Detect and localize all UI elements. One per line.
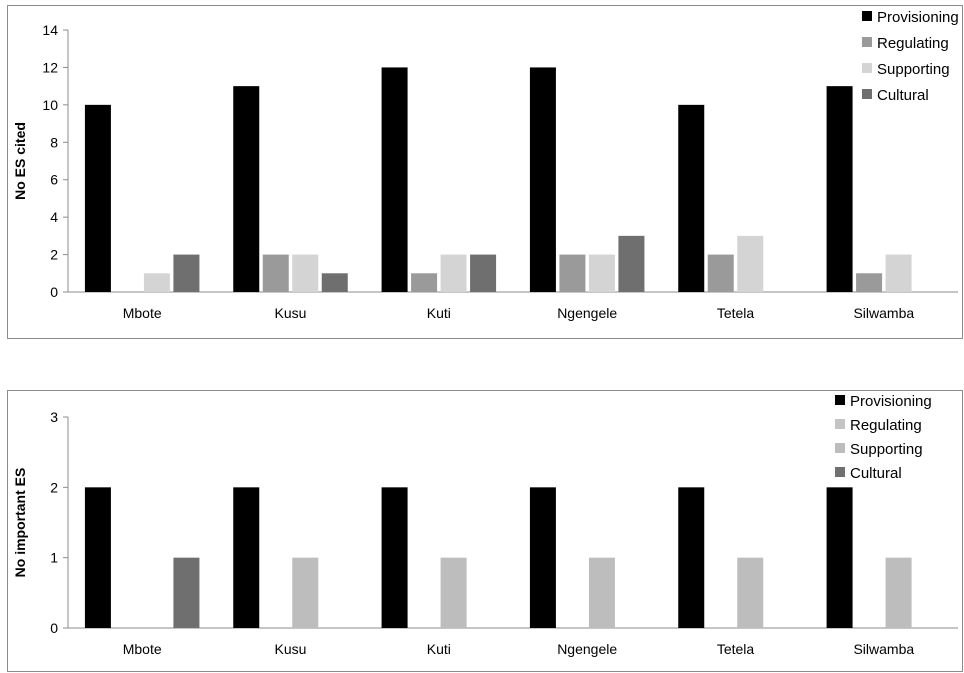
bar-cultural-kuti — [470, 254, 497, 292]
bar-provisioning-kusu — [233, 86, 260, 293]
y-tick-label: 0 — [50, 284, 58, 300]
x-tick-label: Tetela — [717, 305, 755, 321]
y-tick-label: 6 — [50, 172, 58, 188]
bar-provisioning-kusu — [233, 487, 260, 628]
x-tick-label: Silwamba — [853, 641, 914, 657]
y-tick-label: 3 — [50, 409, 58, 425]
y-tick-label: 14 — [42, 22, 58, 38]
bar-provisioning-silwamba — [826, 487, 853, 628]
x-tick-label: Mbote — [123, 641, 162, 657]
y-tick-label: 12 — [42, 59, 58, 75]
bar-supporting-kusu — [292, 254, 319, 292]
bar-provisioning-ngengele — [529, 487, 556, 628]
bar-supporting-tetela — [737, 235, 764, 292]
legend-label-regulating: Regulating — [877, 35, 949, 52]
legend-label-supporting: Supporting — [877, 61, 950, 78]
bar-provisioning-silwamba — [826, 86, 853, 293]
legend-label-cultural: Cultural — [850, 465, 902, 482]
legend-label-cultural: Cultural — [877, 87, 929, 104]
bar-supporting-kuti — [440, 557, 467, 628]
bar-provisioning-tetela — [678, 104, 705, 292]
x-tick-label: Kuti — [427, 305, 451, 321]
x-tick-label: Ngengele — [557, 641, 617, 657]
bar-regulating-kuti — [411, 273, 438, 292]
x-tick-label: Kuti — [427, 641, 451, 657]
legend-label-supporting: Supporting — [850, 441, 923, 458]
bar-regulating-ngengele — [559, 254, 586, 292]
legend-label-provisioning: Provisioning — [850, 393, 932, 410]
bar-provisioning-tetela — [678, 487, 705, 628]
bar-supporting-mbote — [143, 273, 170, 292]
x-tick-label: Kusu — [275, 305, 307, 321]
legend-swatch-supporting — [862, 63, 872, 73]
y-tick-label: 8 — [50, 134, 58, 150]
chart-important-es: 0 1 2 3 No important ES Mbote Kusu Kuti Ngengele… — [7, 390, 963, 672]
x-tick-label: Tetela — [717, 641, 755, 657]
x-tick-label: Silwamba — [853, 305, 914, 321]
bar-supporting-silwamba — [885, 254, 912, 292]
legend-swatch-supporting — [835, 443, 845, 453]
bar-supporting-silwamba — [885, 557, 912, 628]
legend-swatch-provisioning — [862, 11, 872, 21]
y-tick-label: 10 — [42, 97, 58, 113]
legend-swatch-regulating — [862, 37, 872, 47]
bar-supporting-kuti — [440, 254, 467, 292]
legend-swatch-provisioning — [835, 395, 845, 405]
bar-cultural-ngengele — [618, 235, 645, 292]
bar-cultural-mbote — [173, 557, 200, 628]
bar-supporting-ngengele — [588, 557, 615, 628]
chart-es-cited-plot: 0 2 4 6 8 10 12 14 No ES cited Mbote Kusu Kuti Ngeng… — [12, 9, 959, 321]
bar-provisioning-kuti — [381, 67, 408, 292]
chart-es-cited: 0 2 4 6 8 10 12 14 No ES cited Mbote Kusu Kuti Ngeng… — [7, 5, 963, 339]
bar-provisioning-mbote — [84, 104, 111, 292]
legend-swatch-cultural — [835, 467, 845, 477]
bar-regulating-kusu — [262, 254, 289, 292]
bar-provisioning-mbote — [84, 487, 111, 628]
y-axis-label: No important ES — [12, 468, 28, 578]
legend-swatch-regulating — [835, 419, 845, 429]
x-tick-label: Ngengele — [557, 305, 617, 321]
bar-cultural-mbote — [173, 254, 200, 292]
y-tick-label: 4 — [50, 209, 58, 225]
bar-supporting-ngengele — [588, 254, 615, 292]
y-tick-label: 2 — [50, 479, 58, 495]
bar-supporting-kusu — [292, 557, 319, 628]
chart-important-es-plot: 0 1 2 3 No important ES Mbote Kusu Kuti Ngengele… — [12, 393, 958, 657]
legend-label-regulating: Regulating — [850, 417, 922, 434]
x-tick-label: Mbote — [123, 305, 162, 321]
bar-cultural-kusu — [321, 273, 348, 292]
bar-supporting-tetela — [737, 557, 764, 628]
x-tick-label: Kusu — [275, 641, 307, 657]
legend-swatch-cultural — [862, 89, 872, 99]
bar-provisioning-ngengele — [529, 67, 556, 292]
legend-label-provisioning: Provisioning — [877, 9, 959, 26]
bar-provisioning-kuti — [381, 487, 408, 628]
y-tick-label: 1 — [50, 550, 58, 566]
y-axis-label: No ES cited — [12, 122, 28, 200]
y-tick-label: 2 — [50, 247, 58, 263]
bar-regulating-silwamba — [856, 273, 883, 292]
bar-regulating-tetela — [707, 254, 734, 292]
y-tick-label: 0 — [50, 620, 58, 636]
